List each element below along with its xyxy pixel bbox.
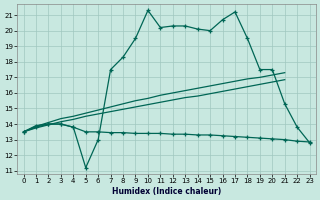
X-axis label: Humidex (Indice chaleur): Humidex (Indice chaleur) bbox=[112, 187, 221, 196]
